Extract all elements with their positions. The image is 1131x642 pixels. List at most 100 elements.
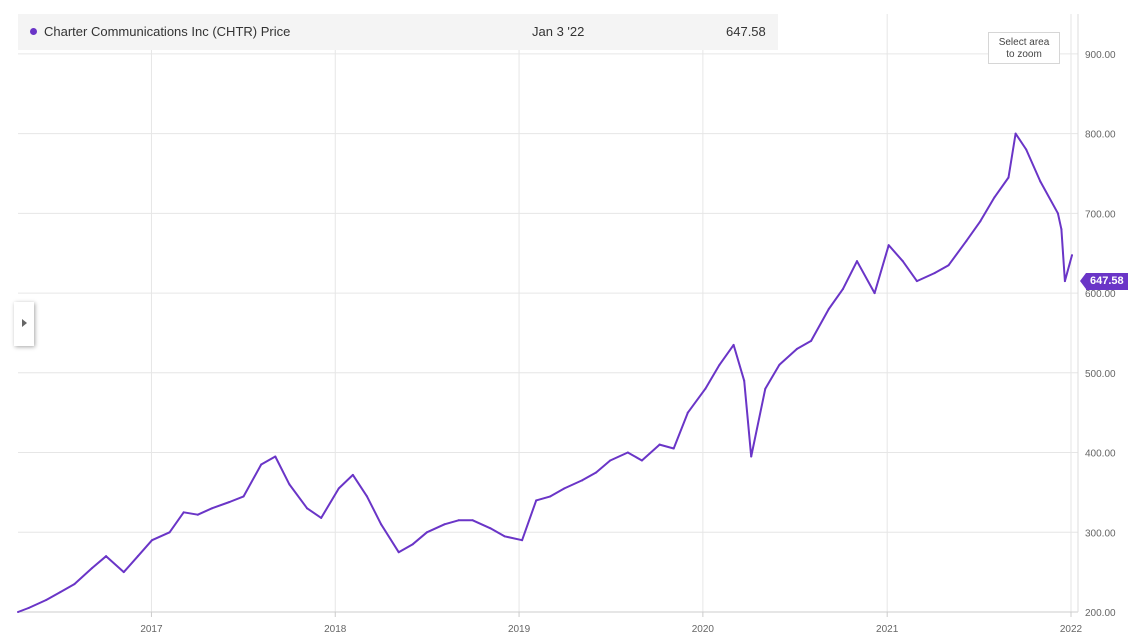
price-data-point: [796, 347, 799, 350]
price-data-point: [337, 487, 340, 490]
price-data-point: [228, 500, 231, 503]
price-data-point: [1014, 132, 1017, 135]
price-data-point: [750, 455, 753, 458]
series-header-bar: Charter Communications Inc (CHTR) Price …: [18, 14, 778, 50]
price-data-point: [196, 513, 199, 516]
price-data-point: [915, 280, 918, 283]
price-data-point: [288, 483, 291, 486]
price-data-point: [626, 451, 629, 454]
series-name: Charter Communications Inc (CHTR) Price: [44, 24, 291, 39]
price-data-point: [993, 196, 996, 199]
price-data-point: [778, 363, 781, 366]
price-data-point: [764, 387, 767, 390]
price-data-point: [242, 495, 245, 498]
x-tick-label: 2020: [692, 624, 715, 635]
price-data-point: [503, 535, 506, 538]
price-data-point: [640, 459, 643, 462]
y-tick-label: 700.00: [1085, 209, 1116, 220]
y-tick-label: 400.00: [1085, 449, 1116, 460]
series-color-dot: [30, 28, 37, 35]
price-data-point: [457, 519, 460, 522]
price-data-point: [274, 455, 277, 458]
price-data-point: [609, 459, 612, 462]
price-data-point: [732, 343, 735, 346]
y-axis-labels: 200.00 300.00 400.00 500.00 600.00 700.00 800.…: [1085, 50, 1116, 619]
y-tick-label: 600.00: [1085, 289, 1116, 300]
price-data-point: [136, 555, 139, 558]
price-data-point: [855, 260, 858, 263]
price-data-point: [901, 260, 904, 263]
price-data-point: [581, 479, 584, 482]
plot-area: [18, 14, 1078, 612]
x-tick-label: 2018: [324, 624, 347, 635]
price-data-point: [743, 379, 746, 382]
sidebar-toggle-button[interactable]: [14, 302, 34, 346]
price-data-point: [1025, 148, 1028, 151]
hover-value: 647.58: [726, 24, 766, 39]
price-data-point: [718, 363, 721, 366]
price-data-point: [965, 240, 968, 243]
x-tick-label: 2017: [140, 624, 163, 635]
price-data-point: [841, 288, 844, 291]
y-tick-label: 300.00: [1085, 528, 1116, 539]
price-data-point: [549, 495, 552, 498]
price-data-point: [887, 244, 890, 247]
y-tick-label: 800.00: [1085, 130, 1116, 141]
price-data-point: [704, 387, 707, 390]
price-data-point: [27, 607, 30, 610]
price-data-point: [397, 551, 400, 554]
price-data-point: [122, 571, 125, 574]
price-data-point: [595, 471, 598, 474]
x-tick-label: 2022: [1060, 624, 1083, 635]
price-data-point: [471, 519, 474, 522]
price-data-point: [979, 220, 982, 223]
price-data-point: [320, 516, 323, 519]
select-area-to-zoom-button[interactable]: Select area to zoom: [988, 32, 1060, 64]
price-data-point: [59, 591, 62, 594]
y-tick-label: 500.00: [1085, 369, 1116, 380]
price-data-point: [1060, 228, 1063, 231]
price-data-point: [380, 523, 383, 526]
price-data-point: [45, 599, 48, 602]
price-data-point: [306, 507, 309, 510]
price-data-point: [672, 447, 675, 450]
price-data-point: [827, 308, 830, 311]
price-data-point: [443, 523, 446, 526]
price-data-point: [17, 611, 19, 613]
price-data-point: [91, 567, 94, 570]
price-data-point: [686, 411, 689, 414]
last-price-arrow: [1080, 273, 1086, 289]
price-data-point: [1056, 212, 1059, 215]
price-data-point: [73, 583, 76, 586]
price-data-point: [489, 527, 492, 530]
vertical-gridlines: [150, 14, 1072, 617]
price-data-point: [658, 443, 661, 446]
x-tick-label: 2021: [876, 624, 899, 635]
y-tick-label: 200.00: [1085, 608, 1116, 619]
y-tick-label: 900.00: [1085, 50, 1116, 61]
price-series-line: [17, 132, 1073, 613]
price-data-point: [535, 499, 538, 502]
price-data-point: [1007, 176, 1010, 179]
x-tick-label: 2019: [508, 624, 531, 635]
x-axis-labels: 2017 2018 2019 2020 2021 2022: [140, 624, 1082, 635]
price-data-point: [521, 539, 524, 542]
price-data-point: [260, 463, 263, 466]
price-data-point: [411, 543, 414, 546]
price-data-point: [947, 264, 950, 267]
price-data-point: [105, 555, 108, 558]
price-data-point: [810, 339, 813, 342]
price-data-point: [210, 507, 213, 510]
price-data-point: [351, 473, 354, 476]
price-data-point: [563, 487, 566, 490]
price-series-points: [17, 132, 1073, 613]
price-data-point: [425, 531, 428, 534]
chevron-right-icon: [22, 319, 27, 327]
price-data-point: [365, 495, 368, 498]
price-data-point: [182, 511, 185, 514]
price-data-point: [873, 292, 876, 295]
price-data-point: [1071, 254, 1073, 257]
last-price-label: 647.58: [1086, 273, 1128, 290]
price-data-point: [933, 272, 936, 275]
